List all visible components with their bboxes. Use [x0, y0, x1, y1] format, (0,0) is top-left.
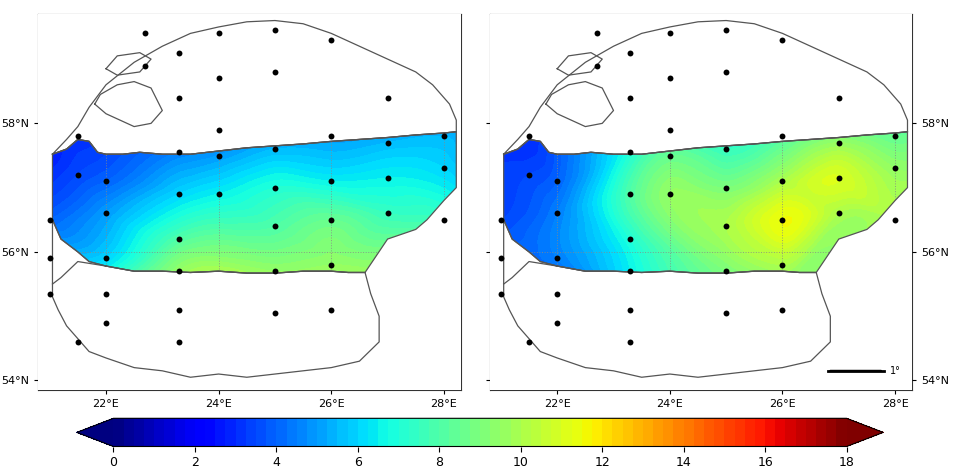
Point — [211, 152, 227, 159]
Point — [493, 216, 509, 224]
Point — [267, 26, 282, 34]
Point — [831, 139, 847, 147]
Point — [718, 222, 733, 230]
Point — [211, 75, 227, 82]
Point — [623, 338, 638, 345]
Point — [775, 216, 790, 224]
Point — [324, 216, 339, 224]
Point — [662, 190, 678, 198]
Point — [623, 49, 638, 56]
Point — [98, 319, 113, 326]
Point — [436, 133, 451, 140]
Point — [521, 171, 537, 179]
Point — [324, 306, 339, 313]
Point — [172, 338, 187, 345]
Point — [98, 178, 113, 185]
Point — [662, 75, 678, 82]
Point — [549, 210, 564, 217]
Point — [887, 133, 902, 140]
Point — [623, 94, 638, 102]
Point — [718, 68, 733, 76]
Point — [172, 306, 187, 313]
Point — [98, 290, 113, 298]
Point — [493, 290, 509, 298]
Point — [267, 184, 282, 191]
Point — [324, 261, 339, 268]
Point — [172, 149, 187, 156]
Point — [623, 235, 638, 243]
Point — [623, 306, 638, 313]
Point — [137, 30, 153, 37]
Point — [623, 190, 638, 198]
Point — [887, 216, 902, 224]
Point — [267, 68, 282, 76]
Point — [380, 139, 396, 147]
Point — [172, 267, 187, 275]
Point — [172, 94, 187, 102]
Point — [267, 267, 282, 275]
Point — [42, 290, 58, 298]
Point — [70, 133, 85, 140]
Point — [211, 126, 227, 133]
Point — [380, 210, 396, 217]
Point — [267, 222, 282, 230]
Point — [137, 62, 153, 69]
Point — [211, 30, 227, 37]
Point — [549, 255, 564, 262]
Point — [549, 290, 564, 298]
Point — [380, 94, 396, 102]
Point — [775, 133, 790, 140]
Point — [172, 235, 187, 243]
Point — [98, 255, 113, 262]
PathPatch shape — [0, 0, 641, 470]
Point — [775, 36, 790, 44]
Point — [588, 30, 604, 37]
Point — [436, 164, 451, 172]
Point — [521, 133, 537, 140]
Point — [493, 255, 509, 262]
Point — [267, 309, 282, 317]
PathPatch shape — [360, 0, 960, 470]
Point — [588, 62, 604, 69]
Point — [662, 126, 678, 133]
Point — [324, 178, 339, 185]
Point — [887, 164, 902, 172]
Point — [623, 267, 638, 275]
Point — [324, 36, 339, 44]
Point — [718, 309, 733, 317]
Point — [267, 145, 282, 153]
Point — [831, 94, 847, 102]
Point — [623, 149, 638, 156]
Point — [662, 30, 678, 37]
Point — [718, 26, 733, 34]
Point — [211, 190, 227, 198]
Point — [70, 171, 85, 179]
Point — [70, 338, 85, 345]
PathPatch shape — [847, 418, 883, 446]
Point — [549, 178, 564, 185]
Point — [172, 190, 187, 198]
Point — [662, 152, 678, 159]
Point — [549, 319, 564, 326]
Point — [718, 267, 733, 275]
Point — [324, 133, 339, 140]
Point — [42, 255, 58, 262]
Point — [380, 174, 396, 182]
Point — [831, 210, 847, 217]
Point — [718, 145, 733, 153]
Point — [42, 216, 58, 224]
Point — [98, 210, 113, 217]
Point — [775, 178, 790, 185]
Point — [521, 338, 537, 345]
Point — [718, 184, 733, 191]
Point — [775, 306, 790, 313]
Point — [436, 216, 451, 224]
Point — [775, 261, 790, 268]
Text: 1°: 1° — [890, 366, 900, 376]
Point — [831, 174, 847, 182]
Point — [172, 49, 187, 56]
PathPatch shape — [77, 418, 113, 446]
